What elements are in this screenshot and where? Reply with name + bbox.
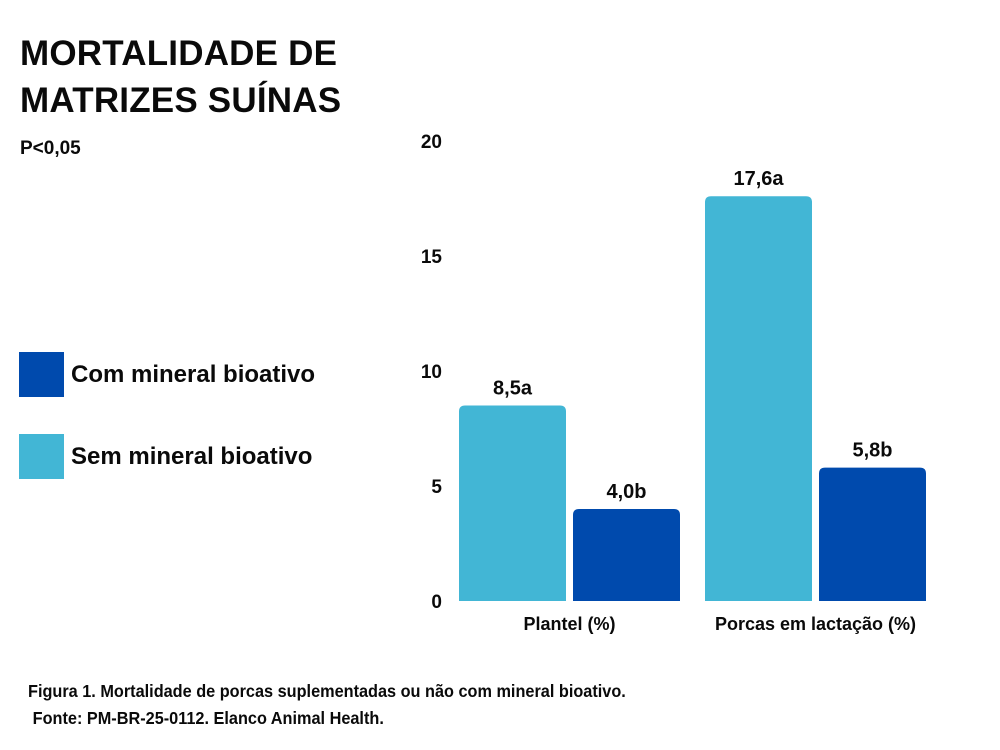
chart-title: MORTALIDADE DE MATRIZES SUÍNAS xyxy=(20,30,341,124)
data-label: 4,0b xyxy=(606,481,646,503)
caption-line-2: Fonte: PM-BR-25-0112. Elanco Animal Heal… xyxy=(32,708,384,728)
bar xyxy=(819,467,926,601)
y-tick-label: 10 xyxy=(421,362,442,383)
y-tick-label: 20 xyxy=(421,132,442,153)
data-label: 5,8b xyxy=(852,440,892,462)
legend-item-com: Com mineral bioativo xyxy=(19,352,315,397)
chart-title-line-1: MORTALIDADE DE xyxy=(20,34,338,73)
chart-subtitle: P<0,05 xyxy=(20,138,81,159)
bar-chart: 0 5 10 15 20 8,5a 4,0b Plantel (%) 17,6a 5,8b Porc… xyxy=(421,132,926,634)
y-tick-label: 0 xyxy=(431,592,442,613)
caption-line-1: Figura 1. Mortalidade de porcas suplemen… xyxy=(28,681,626,701)
y-tick-label: 5 xyxy=(431,477,442,498)
data-label: 17,6a xyxy=(733,168,784,190)
data-label: 8,5a xyxy=(493,378,533,400)
x-category-label: Plantel (%) xyxy=(523,614,615,634)
legend-swatch-sem xyxy=(19,434,64,479)
y-tick-label: 15 xyxy=(421,247,443,268)
legend-label-sem: Sem mineral bioativo xyxy=(71,442,313,470)
legend-item-sem: Sem mineral bioativo xyxy=(19,434,312,479)
legend-swatch-com xyxy=(19,352,64,397)
bar xyxy=(705,196,812,601)
figure-caption: Figura 1. Mortalidade de porcas suplemen… xyxy=(28,678,626,732)
legend-label-com: Com mineral bioativo xyxy=(71,360,316,388)
chart-title-line-2: MATRIZES SUÍNAS xyxy=(20,81,342,120)
bar xyxy=(459,405,566,601)
bar xyxy=(573,509,680,601)
x-category-label: Porcas em lactação (%) xyxy=(715,614,916,634)
